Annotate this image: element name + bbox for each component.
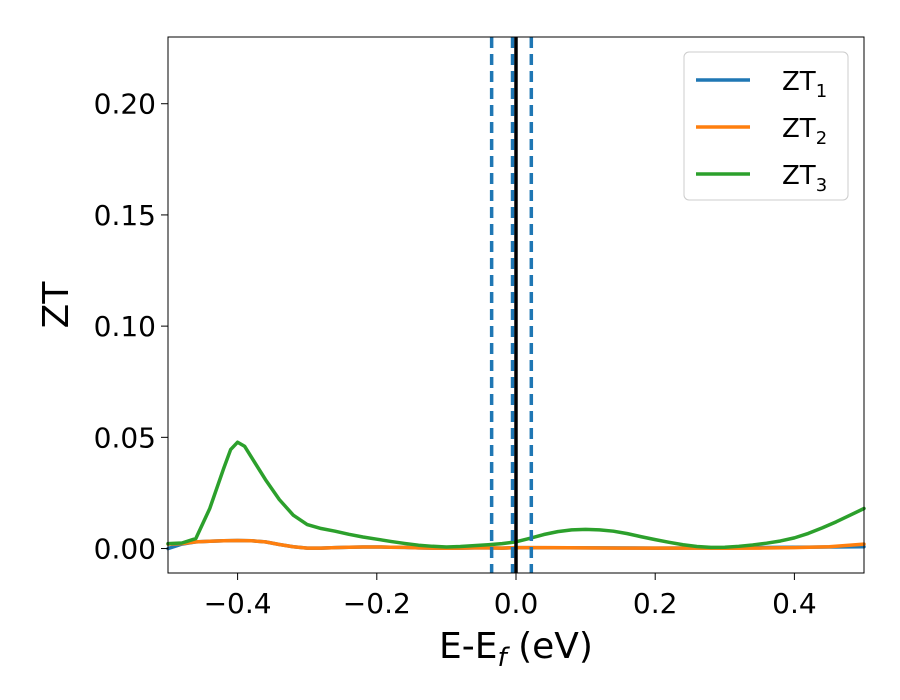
vline-layer xyxy=(489,37,534,573)
series-line-zt3 xyxy=(166,440,866,550)
x-axis-label-main: E-E xyxy=(439,626,497,667)
x-tick-label: 0.4 xyxy=(772,587,817,620)
legend: ZT1 ZT2 ZT3 xyxy=(683,51,849,201)
legend-label-zt3: ZT3 xyxy=(782,161,827,196)
legend-label-zt2: ZT2 xyxy=(782,114,827,149)
x-axis-label: E-Ef (eV) xyxy=(439,626,593,673)
x-tick-label: −0.4 xyxy=(204,587,272,620)
legend-box xyxy=(683,51,849,201)
y-tick-label: 0.10 xyxy=(94,310,156,343)
y-tick-label: 0.20 xyxy=(94,88,156,121)
legend-label-zt1: ZT1 xyxy=(782,67,827,102)
x-tick-label: 0.2 xyxy=(633,587,678,620)
y-tick-label: 0.00 xyxy=(94,533,156,566)
y-tick-label: 0.15 xyxy=(94,199,156,232)
y-axis: 0.00 0.05 0.10 0.15 0.20 xyxy=(94,88,168,566)
y-axis-label: ZT xyxy=(36,281,77,329)
x-axis-label-unit: (eV) xyxy=(507,626,593,667)
x-axis: −0.4 −0.2 0.0 0.2 0.4 xyxy=(204,573,817,620)
series-line-zt2 xyxy=(166,538,866,551)
x-tick-label: 0.0 xyxy=(494,587,539,620)
y-tick-label: 0.05 xyxy=(94,421,156,454)
x-tick-label: −0.2 xyxy=(343,587,411,620)
